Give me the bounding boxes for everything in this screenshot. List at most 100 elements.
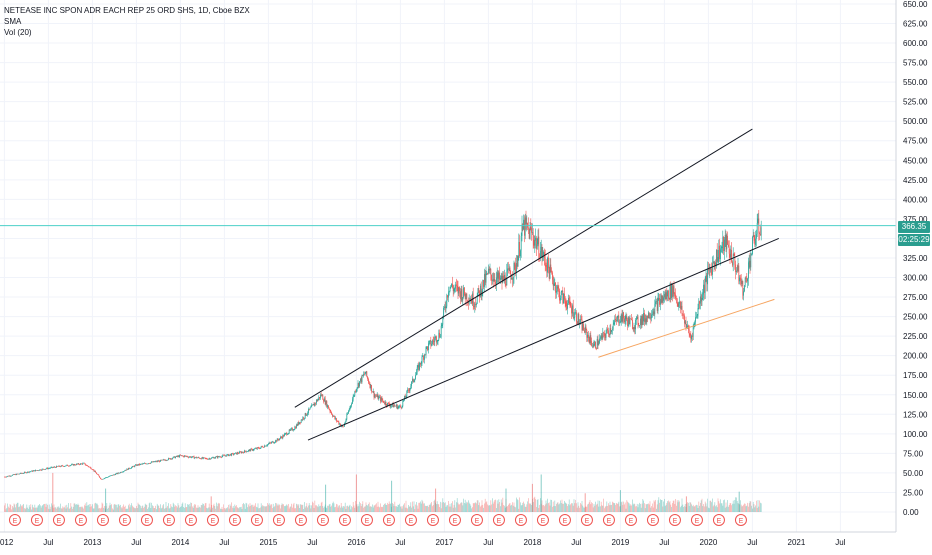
volume-bar — [453, 504, 455, 512]
volume-bar — [196, 507, 197, 512]
candle-body — [705, 275, 707, 282]
volume-bar — [618, 501, 620, 512]
volume-bar — [113, 504, 115, 512]
volume-bar — [403, 504, 404, 512]
candle-body — [665, 292, 667, 300]
volume-bar — [137, 502, 139, 512]
candle-body — [421, 356, 423, 364]
candle-body — [184, 455, 186, 457]
volume-bar — [295, 508, 296, 512]
candle-body — [8, 475, 10, 477]
x-tick-label: Jul — [835, 538, 845, 547]
candle-body — [479, 290, 480, 297]
candle-body — [368, 378, 369, 383]
volume-bar — [138, 504, 140, 512]
volume-bar — [127, 508, 128, 512]
volume-bar — [193, 505, 195, 512]
volume-bar — [245, 502, 247, 512]
volume-bar — [374, 505, 376, 512]
candle-body — [244, 450, 245, 453]
candle-body — [314, 402, 316, 406]
candle-body — [136, 464, 138, 466]
trendlines[interactable] — [294, 128, 779, 441]
candle-body — [629, 318, 631, 325]
candle-body — [183, 455, 184, 457]
candle-body — [258, 447, 260, 449]
volume-bar — [695, 505, 696, 512]
candle-body — [387, 402, 388, 407]
candle-body — [679, 301, 680, 304]
volume-bar — [552, 506, 553, 512]
volume-bar — [568, 499, 570, 512]
volume-bar — [605, 506, 607, 512]
volume-bar — [99, 508, 100, 512]
volume-bar — [30, 504, 32, 512]
candle-body — [395, 405, 396, 407]
candle-body — [703, 284, 704, 295]
volume-bar — [384, 503, 386, 512]
indicator-volume[interactable]: Vol (20) — [4, 28, 32, 37]
volume-bar — [587, 504, 588, 512]
volume-bar — [745, 506, 747, 512]
candle-body — [670, 286, 672, 298]
volume-bar — [355, 500, 356, 512]
volume-bar — [84, 503, 86, 512]
candle-body — [385, 401, 387, 406]
volume-bar — [421, 499, 423, 512]
candle-body — [710, 268, 712, 270]
candle-body — [358, 383, 360, 387]
volume-bar — [166, 507, 168, 512]
candle-body — [699, 301, 700, 304]
candle-body — [11, 475, 12, 477]
candle-body — [545, 265, 547, 267]
volume-bar — [623, 501, 624, 512]
candle-body — [309, 407, 311, 410]
volume-bar — [4, 503, 6, 512]
earnings-marker-label: E — [13, 518, 18, 525]
volume-bar — [339, 505, 340, 512]
candle-body — [36, 470, 38, 471]
volume-bar — [152, 506, 154, 512]
candle-body — [416, 372, 417, 376]
volume-bar — [104, 505, 105, 512]
candle-body — [238, 453, 240, 454]
candle-body — [516, 263, 517, 272]
candle-body — [635, 319, 636, 330]
candle-body — [200, 458, 202, 460]
volume-bar — [604, 508, 605, 512]
candle-body — [504, 274, 505, 281]
candle-body — [214, 457, 216, 459]
volume-bar — [726, 506, 728, 512]
volume-bar — [17, 502, 19, 512]
candle-body — [410, 385, 412, 389]
candle-body — [587, 334, 588, 338]
volume-bar — [676, 505, 677, 512]
candle-body — [676, 298, 678, 304]
candle-body — [538, 236, 540, 258]
volume-bar — [151, 502, 152, 512]
candle-body — [440, 325, 442, 337]
candle-body — [651, 314, 652, 319]
volume-bar — [703, 504, 704, 512]
candle-body — [483, 279, 484, 287]
symbol-title[interactable]: NETEASE INC SPON ADR EACH REP 25 ORD SHS… — [4, 6, 250, 15]
volume-bar — [170, 504, 172, 512]
volume-bar — [628, 502, 629, 512]
volume-bar — [550, 499, 552, 512]
indicator-sma[interactable]: SMA — [4, 17, 22, 26]
candle-body — [636, 316, 638, 318]
volume-bar — [68, 503, 69, 512]
earnings-marker-label: E — [57, 518, 62, 525]
candle-body — [600, 337, 601, 339]
candle-body — [193, 456, 195, 459]
volume-bar — [116, 504, 117, 512]
volume-bar — [282, 504, 284, 512]
volume-bar — [663, 501, 664, 512]
volume-bar — [24, 509, 26, 512]
volume-bar — [371, 506, 372, 512]
x-tick-label: 2012 — [0, 538, 14, 547]
candle-body — [231, 453, 232, 456]
